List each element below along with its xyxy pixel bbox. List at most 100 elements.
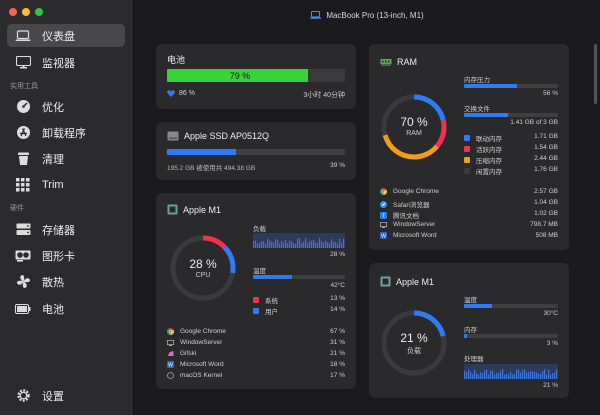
process-value: 31 % — [330, 339, 345, 346]
list-item[interactable]: WindowServer — [380, 221, 435, 228]
ssd-card[interactable]: Apple SSD AP0512Q 195.2 GB 被使用共 494.38 G… — [156, 122, 356, 180]
legend-swatch — [464, 135, 470, 141]
gpu-temp-bar — [464, 304, 558, 308]
sidebar-item-cooling[interactable]: 散热 — [7, 270, 125, 293]
legend-value: 2.44 GB — [534, 155, 558, 162]
legend-label: 联动内存 — [476, 136, 502, 143]
sidebar-item-label: 仪表盘 — [42, 30, 75, 43]
legend-label: 活跃内存 — [476, 147, 502, 154]
close-button[interactable] — [9, 8, 17, 16]
ssd-percent: 39 % — [330, 162, 345, 169]
battery-card[interactable]: 电池 79 % 86 % 3小时 40分钟 — [156, 44, 356, 109]
ram-gauge — [381, 94, 447, 160]
cpu-load-graph — [253, 233, 345, 248]
sidebar-item-label: Trim — [42, 178, 64, 191]
gpu-card[interactable]: Apple M1 21 % 负载 温度 30°C 内存 3 % 处理器 21 % — [369, 263, 569, 398]
gear-icon — [14, 388, 32, 404]
battery-bar-fill — [167, 69, 308, 82]
process-name: Google Chrome — [393, 188, 439, 195]
system-swatch — [253, 297, 259, 303]
storage-icon — [14, 222, 32, 238]
process-name: Safari浏览器 — [393, 202, 430, 209]
sidebar-item-battery[interactable]: 电池 — [7, 297, 125, 320]
list-item[interactable]: W Microsoft Word — [167, 361, 224, 368]
system-label: 系统 — [265, 298, 278, 305]
tencent-docs-icon: T — [380, 211, 387, 219]
gauge-icon — [14, 99, 32, 115]
list-item[interactable]: Gifski — [167, 350, 196, 357]
title-bar: MacBook Pro (13-inch, M1) — [134, 0, 600, 30]
sidebar-item-trim[interactable]: Trim — [7, 173, 125, 196]
process-name: Microsoft Word — [393, 232, 437, 239]
cpu-temp-bar — [253, 275, 345, 279]
laptop-icon — [14, 28, 32, 44]
legend-label: 闲置内存 — [476, 169, 502, 176]
monitor-icon — [14, 55, 32, 71]
sidebar-item-optimize[interactable]: 优化 — [7, 95, 125, 118]
gpu-proc-label: 处理器 — [464, 356, 484, 363]
laptop-icon — [310, 11, 322, 19]
chrome-icon — [380, 188, 387, 195]
ram-legend-active: 活跃内存 — [464, 144, 502, 154]
cpu-card[interactable]: Apple M1 28 % CPU 负载 28 % 温度 42°C 系统 13 … — [156, 193, 356, 389]
chrome-icon — [167, 328, 174, 335]
ram-swap-value: 1.41 GB of 3 GB — [510, 119, 558, 126]
cpu-temp-value: 42°C — [330, 282, 345, 289]
sidebar-item-label: 卸载程序 — [42, 127, 86, 140]
cpu-gauge — [170, 235, 236, 301]
process-value: 17 % — [330, 372, 345, 379]
card-title-row: Apple M1 — [380, 276, 434, 287]
sidebar-item-clean[interactable]: 清理 — [7, 147, 125, 170]
cpu-user-value: 14 % — [330, 306, 345, 313]
sidebar-item-label: 清理 — [42, 153, 64, 166]
cpu-user-row: 用户 — [253, 306, 278, 316]
ram-gauge-value: 70 % — [400, 115, 428, 129]
sidebar-item-dashboard[interactable]: 仪表盘 — [7, 24, 125, 47]
zoom-button[interactable] — [35, 8, 43, 16]
sidebar-item-uninstaller[interactable]: 卸载程序 — [7, 121, 125, 144]
ssd-title: Apple SSD AP0512Q — [184, 131, 270, 141]
list-item[interactable]: Google Chrome — [380, 188, 439, 195]
settings-button[interactable]: 设置 — [7, 384, 125, 407]
list-item[interactable]: W Microsoft Word — [380, 232, 437, 239]
cpu-temp-label: 温度 — [253, 268, 266, 275]
ram-card[interactable]: RAM 70 % RAM 内存压力 56 % 交换文件 1.41 GB of 3… — [369, 44, 569, 250]
legend-label: 压缩内存 — [476, 158, 502, 165]
list-item[interactable]: Safari浏览器 — [380, 199, 429, 209]
ram-pressure-bar — [464, 84, 558, 88]
kernel-icon — [167, 372, 174, 379]
sidebar-item-storage[interactable]: 存储器 — [7, 218, 125, 241]
sidebar-item-label: 散热 — [42, 276, 64, 289]
cpu-load-label: 负载 — [253, 226, 266, 233]
list-item[interactable]: macOS Kernel — [167, 372, 222, 379]
ssd-usage-fill — [167, 149, 237, 155]
heart-icon — [167, 90, 175, 97]
sidebar: 仪表盘 监视器 实用工具 优化 卸载程序 清理 Trim 硬件 — [0, 0, 134, 415]
hard-drive-icon — [167, 131, 179, 141]
process-name: Microsoft Word — [180, 361, 224, 368]
sidebar-item-label: 图形卡 — [42, 250, 75, 263]
gpu-mem-value: 3 % — [546, 340, 558, 347]
settings-label: 设置 — [42, 390, 64, 403]
chip-icon — [380, 276, 391, 287]
process-value: 1.02 GB — [534, 210, 558, 217]
sidebar-item-label: 电池 — [42, 303, 64, 316]
app-store-icon — [14, 125, 32, 141]
ram-gauge-label: RAM — [406, 130, 422, 137]
section-label-tools: 实用工具 — [10, 83, 38, 90]
ram-swap-label: 交换文件 — [464, 106, 490, 113]
list-item[interactable]: Google Chrome — [167, 328, 226, 335]
list-item[interactable]: WindowServer — [167, 339, 222, 346]
legend-swatch — [464, 146, 470, 152]
sidebar-item-monitor[interactable]: 监视器 — [7, 51, 125, 74]
list-item[interactable]: T 腾讯文档 — [380, 210, 419, 220]
process-value: 1.04 GB — [534, 199, 558, 206]
gpu-mem-label: 内存 — [464, 327, 477, 334]
scrollbar[interactable] — [594, 44, 597, 104]
word-icon: W — [380, 232, 387, 239]
ram-title: RAM — [397, 57, 417, 67]
minimize-button[interactable] — [22, 8, 30, 16]
sidebar-item-graphics[interactable]: 图形卡 — [7, 244, 125, 267]
gpu-gauge-value: 21 % — [400, 331, 428, 345]
ram-swap-fill — [464, 113, 509, 117]
